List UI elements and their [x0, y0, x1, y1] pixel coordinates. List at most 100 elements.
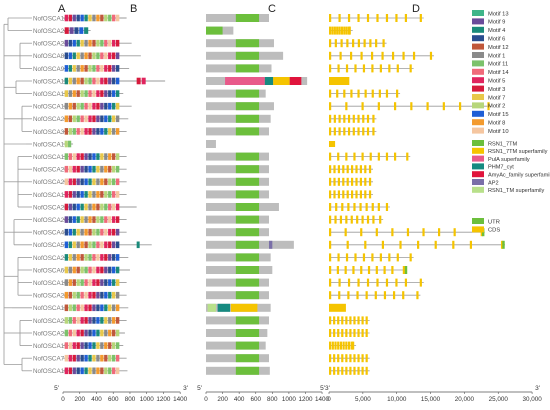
motif-box [108, 291, 112, 299]
exon-box [350, 215, 353, 224]
motif-box [88, 329, 92, 337]
domain-tick-label: 600 [250, 396, 261, 403]
motif-box [64, 65, 69, 72]
motif-box [115, 241, 120, 249]
exon-box [361, 102, 364, 111]
exon-box [357, 127, 360, 136]
motif-box [96, 241, 100, 249]
gene-label: NofOSCA4 [33, 230, 65, 237]
exon-box [329, 152, 332, 161]
legend-label: Motif 15 [488, 112, 509, 118]
motif-box [92, 216, 96, 223]
exon-box [355, 190, 358, 199]
gene-label: NofOSCA21 [33, 330, 68, 337]
motif-box [72, 102, 76, 110]
motif-box [108, 153, 112, 160]
motif-box [100, 115, 104, 123]
exon-box [342, 177, 345, 186]
motif-box [68, 14, 72, 22]
motif-box [92, 102, 96, 110]
motif-box [100, 90, 104, 97]
exon-box [329, 329, 332, 337]
motif-box [88, 77, 92, 85]
motif-box [100, 128, 104, 135]
motif-box [112, 354, 116, 362]
exon-box [364, 165, 367, 174]
legend-label: Motif 1 [488, 53, 505, 59]
motif-box [115, 329, 120, 337]
exon-box [343, 26, 346, 35]
domain-box [235, 240, 260, 249]
exon-box [410, 102, 413, 111]
motif-box [88, 291, 92, 299]
motif-box [76, 77, 80, 85]
gene-label: NofOSCA15 [33, 91, 68, 98]
legend-label: CDS [488, 228, 500, 234]
domain-box [235, 64, 260, 73]
motif-box [84, 65, 88, 72]
exon-box [375, 39, 378, 48]
exon-box [345, 152, 348, 161]
motif-box [92, 279, 96, 286]
motif-box [100, 342, 104, 349]
legend-swatch [472, 102, 484, 109]
motif-box [108, 39, 112, 47]
exon-box [337, 177, 341, 186]
motif-box [92, 128, 96, 135]
motif-box [92, 14, 96, 22]
legend-swatch [472, 163, 484, 170]
motif-box [84, 241, 88, 249]
legend-label: Motif 13 [488, 11, 509, 17]
motif-box [80, 52, 84, 60]
motif-box [108, 90, 112, 97]
motif-box [112, 317, 116, 324]
legend-swatch [472, 119, 484, 126]
motif-box [96, 90, 100, 97]
exon-box [333, 177, 336, 186]
gene-label: NofOSCA13 [33, 305, 68, 312]
motif-box [64, 90, 69, 97]
exon-box [452, 240, 455, 249]
motif-box [92, 266, 96, 274]
exon-box [351, 165, 354, 174]
exon-box [404, 14, 408, 22]
motif-box [80, 254, 84, 261]
exon-box [396, 64, 399, 73]
exon-box [331, 341, 334, 350]
motif-box [76, 241, 80, 249]
motif-box [92, 241, 96, 249]
motif-box [76, 128, 80, 135]
motif-box [108, 52, 112, 60]
motif-box [115, 115, 120, 123]
motif-box [112, 228, 116, 236]
domain-box [235, 291, 260, 300]
exon-box [329, 51, 332, 60]
exon-box [347, 291, 350, 300]
domain-box [235, 177, 260, 186]
exon-box [355, 165, 358, 174]
motif-box [64, 342, 69, 349]
motif-box [112, 90, 116, 97]
exon-box [347, 114, 351, 123]
exon-box [385, 152, 389, 161]
exon-box [344, 228, 347, 237]
exon-box [359, 203, 362, 211]
exon-box [329, 215, 332, 224]
motif-box [84, 115, 88, 123]
exon-box [329, 266, 332, 274]
motif-box [64, 216, 69, 223]
motif-box [80, 291, 84, 299]
motif-box [84, 27, 89, 34]
motif-box [64, 367, 69, 375]
domain-box [235, 89, 260, 98]
exon-box [345, 102, 348, 111]
domain-tick-label: 0 [204, 396, 208, 403]
phylogenetic-tree [3, 17, 32, 372]
legend-label: PulA superfamily [488, 157, 530, 163]
motif-box [96, 165, 100, 173]
domain-box [235, 278, 260, 287]
exon-box [379, 215, 382, 224]
motif-box [84, 153, 88, 160]
motif-box [104, 367, 108, 375]
exon-box [375, 266, 378, 274]
